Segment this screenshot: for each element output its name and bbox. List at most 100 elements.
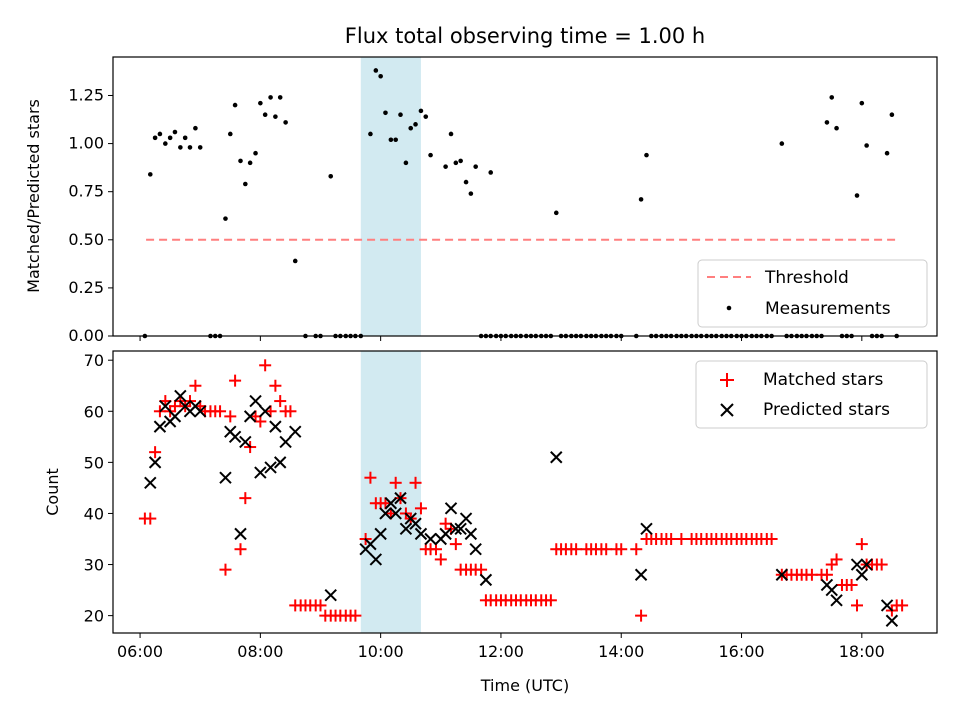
legend-matched-swatch [720,373,734,387]
measurement-point [403,160,409,166]
measurement-point [393,137,398,143]
matched-star-marker [434,553,447,566]
predicted-star-marker [550,451,563,464]
measurement-point [398,112,403,118]
predicted-star-marker [634,568,648,581]
predicted-star-marker [269,420,282,433]
matched-star-marker [820,568,833,581]
measurement-point [152,135,158,141]
legend-threshold-label: Threshold [764,268,849,288]
measurement-point [458,158,463,164]
predicted-star-marker [258,405,272,418]
measurement-point [328,173,334,179]
measurement-point [413,122,418,127]
matched-star-marker [830,553,843,566]
bottom-x-axis-label: Time (UTC) [480,676,569,695]
measurement-point [884,150,890,156]
legend-measurements-swatch [726,305,732,311]
predicted-star-marker [324,588,337,602]
predicted-star-marker [264,461,277,474]
bottom-y-tick-label: 60 [84,402,104,421]
matched-star-marker [168,400,181,413]
top-plot-frame [112,56,938,337]
matched-star-marker [414,502,427,515]
top-y-tick-label: 0.75 [68,182,104,201]
measurement-point [223,216,228,221]
measurement-point [834,125,839,131]
matched-star-marker [409,476,422,489]
bottom-legend-box [695,360,928,429]
matched-star-marker [389,476,402,489]
predicted-star-marker [855,568,869,581]
matched-star-marker [675,533,688,545]
measurement-point [193,125,198,131]
bottom-matched-markers [138,359,909,622]
bottom-legend: Matched stars Predicted stars [695,360,928,429]
matched-star-marker [429,543,442,556]
measurement-point [187,145,193,150]
measurement-point [408,125,414,131]
bottom-predicted-markers [144,389,899,627]
bottom-y-tick-label: 70 [84,351,104,370]
measurement-point [268,95,273,100]
matched-star-marker [544,594,557,607]
measurement-point [273,114,278,119]
measurement-point [232,102,238,108]
matched-star-marker [239,492,252,505]
predicted-star-marker [464,527,478,541]
matched-star-marker [630,543,643,556]
measurement-point [644,152,649,158]
top-y-axis-label: Matched/Predicted stars [24,99,43,293]
measurement-point [283,120,288,125]
measurement-point [829,95,835,100]
predicted-star-marker [239,435,252,449]
predicted-star-marker [273,456,287,469]
predicted-star-marker [479,573,493,587]
matched-star-marker [364,471,377,484]
predicted-star-marker [409,517,422,530]
predicted-star-marker [850,558,864,571]
predicted-star-marker [194,405,207,418]
legend-measurements-label: Measurements [765,299,891,319]
legend-matched-label: Matched stars [763,370,883,390]
predicted-star-marker [153,420,167,433]
bottom-y-tick-label: 30 [84,556,104,575]
predicted-star-marker [174,389,187,403]
matched-star-marker [570,543,583,556]
matched-star-marker [224,410,237,423]
predicted-star-marker [243,410,257,423]
predicted-star-marker [399,522,413,535]
matched-star-marker [229,374,242,387]
predicted-star-marker [159,399,172,413]
measurement-point [182,135,188,141]
predicted-star-marker [439,527,452,541]
top-y-tick-label: 0.00 [68,326,104,345]
bottom-x-tick-label: 10:00 [358,642,404,661]
matched-star-marker [875,558,888,571]
measurement-point [262,112,268,118]
predicted-star-marker [144,476,157,490]
predicted-star-marker [830,594,843,607]
predicted-star-marker [860,558,873,571]
measurement-point [172,129,178,135]
measurement-point [292,258,298,264]
bottom-y-axis-label: Count [43,468,62,516]
matched-star-marker [219,563,232,576]
matched-star-marker [765,533,778,545]
measurement-point [638,197,644,202]
top-y-tick-label: 0.25 [68,278,104,297]
bottom-plot-frame [112,350,938,634]
measurement-point [388,137,394,143]
matched-star-marker [314,599,327,612]
chart-title: Flux total observing time = 1.00 h [345,24,705,48]
predicted-star-marker [389,507,402,520]
measurement-point [373,68,379,73]
legend-predicted-label: Predicted stars [763,400,890,420]
matched-star-marker [449,538,462,551]
bottom-y-tick-label: 20 [84,607,104,626]
measurement-point [378,73,383,79]
measurement-point [824,120,830,125]
predicted-star-marker [449,522,463,535]
predicted-star-marker [379,507,392,520]
measurement-point [468,191,474,196]
